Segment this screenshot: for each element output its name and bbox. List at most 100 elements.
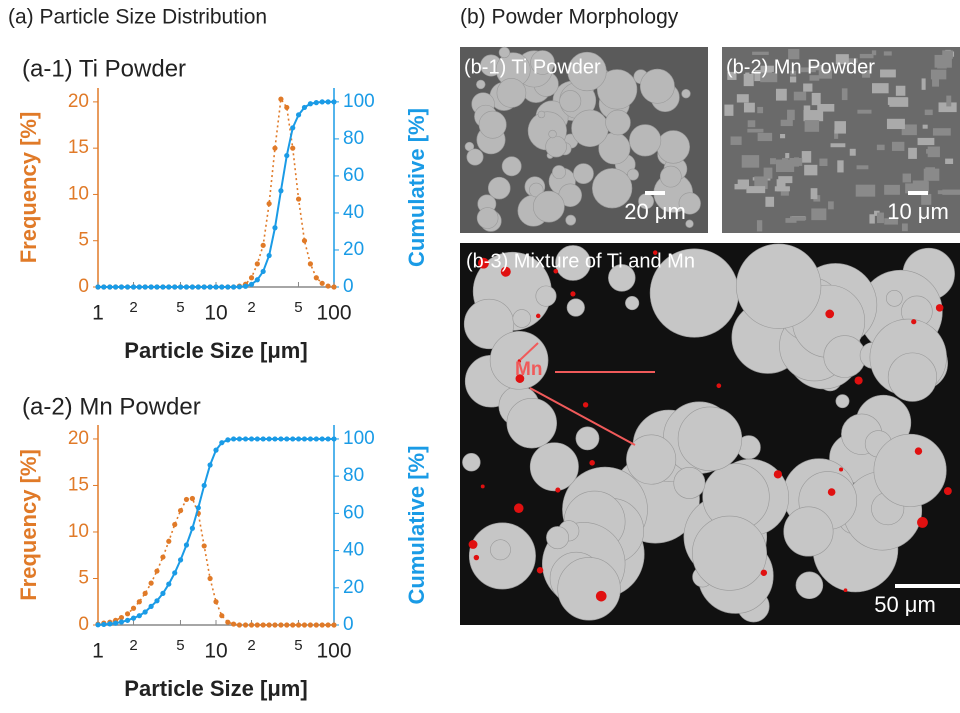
x-tick-label: 5 xyxy=(294,637,302,654)
data-point xyxy=(296,622,301,627)
data-point xyxy=(261,436,266,441)
mn-particle xyxy=(716,383,721,388)
particle xyxy=(765,197,774,207)
particle xyxy=(804,110,824,121)
x-tick-label: 100 xyxy=(316,640,351,663)
mn-particle xyxy=(855,376,863,384)
data-point xyxy=(272,225,277,230)
data-point xyxy=(284,153,289,158)
image-label: (b-2) Mn Powder xyxy=(726,56,875,78)
data-point xyxy=(149,604,154,609)
particle xyxy=(770,158,776,164)
particle xyxy=(831,143,846,147)
particle xyxy=(869,214,874,223)
data-point xyxy=(325,436,330,441)
mn-particle xyxy=(570,291,575,296)
data-point xyxy=(249,622,254,627)
particle xyxy=(640,69,674,103)
particle xyxy=(850,149,856,156)
data-point xyxy=(101,284,106,289)
data-point xyxy=(225,620,230,625)
data-point xyxy=(331,284,336,289)
data-point xyxy=(207,576,212,581)
particle xyxy=(538,111,545,118)
data-point xyxy=(213,284,218,289)
particle xyxy=(945,159,953,164)
particle xyxy=(626,435,675,484)
data-point xyxy=(196,284,201,289)
data-point xyxy=(178,557,183,562)
particle xyxy=(778,176,792,183)
x-tick-label: 5 xyxy=(176,299,184,316)
particle xyxy=(942,50,953,58)
data-point xyxy=(320,622,325,627)
mn-particle xyxy=(839,467,843,471)
data-point xyxy=(267,622,272,627)
mn-particle xyxy=(555,488,560,493)
mn-particle xyxy=(583,402,588,407)
y2-tick-label: 0 xyxy=(343,614,354,635)
scale-label: 50 μm xyxy=(874,592,936,617)
data-point xyxy=(255,261,260,266)
data-point xyxy=(143,609,148,614)
particle xyxy=(886,290,902,306)
particle xyxy=(932,79,939,87)
particle xyxy=(922,78,926,89)
particle xyxy=(804,165,817,176)
particle xyxy=(606,110,631,135)
data-point xyxy=(331,436,336,441)
particle xyxy=(796,572,823,599)
mn-particle xyxy=(774,470,782,478)
particle xyxy=(803,83,812,91)
data-point xyxy=(95,622,100,627)
particle xyxy=(576,427,599,450)
data-point xyxy=(278,97,283,102)
particle xyxy=(805,120,820,132)
particle xyxy=(724,105,733,116)
y-tick-label: 20 xyxy=(68,91,89,112)
data-point xyxy=(255,436,260,441)
data-point xyxy=(314,275,319,280)
y-tick-label: 0 xyxy=(78,614,89,635)
y-tick-label: 10 xyxy=(68,521,89,542)
y2-axis-label: Cumulative [%] xyxy=(404,108,429,267)
x-tick-label: 5 xyxy=(176,637,184,654)
data-point xyxy=(272,146,277,151)
particle xyxy=(837,160,843,172)
data-point xyxy=(166,539,171,544)
mn-particle xyxy=(936,304,944,312)
y-tick-label: 0 xyxy=(78,276,89,297)
data-point xyxy=(160,591,165,596)
particle xyxy=(736,244,821,329)
data-point xyxy=(272,436,277,441)
particle xyxy=(572,110,609,147)
chart-title: (a-2) Mn Powder xyxy=(22,393,201,420)
x-tick-label: 100 xyxy=(316,302,351,325)
data-point xyxy=(267,201,272,206)
mn-particle xyxy=(911,319,916,324)
particle xyxy=(877,213,884,224)
particle xyxy=(467,149,483,165)
data-point xyxy=(243,622,248,627)
particle xyxy=(513,310,531,328)
data-point xyxy=(143,591,148,596)
data-point xyxy=(178,284,183,289)
data-point xyxy=(261,269,266,274)
particle xyxy=(887,119,905,129)
data-point xyxy=(131,616,136,621)
mn-particle xyxy=(596,591,607,602)
data-point xyxy=(231,284,236,289)
scale-label: 10 μm xyxy=(887,199,949,224)
y2-tick-label: 40 xyxy=(343,202,364,223)
particle xyxy=(735,184,747,189)
particle xyxy=(479,111,506,138)
data-point xyxy=(119,615,124,620)
data-point xyxy=(184,497,189,502)
particle xyxy=(781,120,793,126)
particle xyxy=(477,208,498,229)
particle xyxy=(737,94,749,102)
data-point xyxy=(113,621,118,626)
data-point xyxy=(325,99,330,104)
data-point xyxy=(137,613,142,618)
particle xyxy=(560,90,581,111)
